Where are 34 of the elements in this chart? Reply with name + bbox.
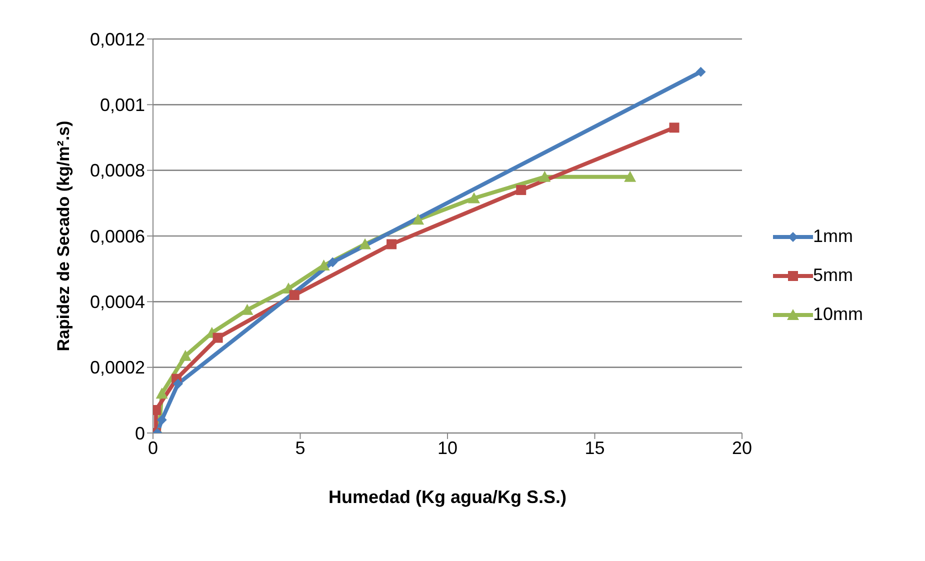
x-tick-label: 15 <box>584 438 605 458</box>
y-tick-label: 0,0008 <box>90 160 145 181</box>
point <box>173 378 184 389</box>
point <box>156 388 168 399</box>
x-axis-title: Humedad (Kg agua/Kg S.S.) <box>328 487 567 507</box>
x-tick-label: 0 <box>148 438 158 458</box>
y-tick-label: 0,0002 <box>90 358 145 378</box>
x-tick-label: 20 <box>732 438 752 458</box>
point <box>179 350 192 361</box>
legend-label: 5mm <box>813 265 853 286</box>
legend-label: 10mm <box>813 304 864 325</box>
point <box>624 170 636 182</box>
y-tick-label: 0 <box>134 423 145 444</box>
point <box>538 170 551 182</box>
point <box>318 260 330 271</box>
point <box>669 122 680 133</box>
point <box>359 238 372 250</box>
y-tick-label: 0,0006 <box>90 226 145 246</box>
y-tick-label: 0,0012 <box>90 29 145 50</box>
x-tick-label: 5 <box>295 438 306 458</box>
legend-label: 1mm <box>813 226 853 247</box>
x-tick-label: 10 <box>437 438 458 458</box>
point <box>386 239 397 250</box>
point <box>468 192 480 204</box>
y-axis-title: Rapidez de Secado (kg/m².s) <box>54 120 72 352</box>
point <box>289 290 300 300</box>
point <box>516 185 526 196</box>
point <box>212 332 223 343</box>
y-tick-label: 0,0004 <box>90 292 145 312</box>
point <box>696 66 706 77</box>
y-tick-label: 0,001 <box>100 95 145 116</box>
point <box>328 257 338 268</box>
point <box>156 414 167 425</box>
point <box>412 214 424 225</box>
